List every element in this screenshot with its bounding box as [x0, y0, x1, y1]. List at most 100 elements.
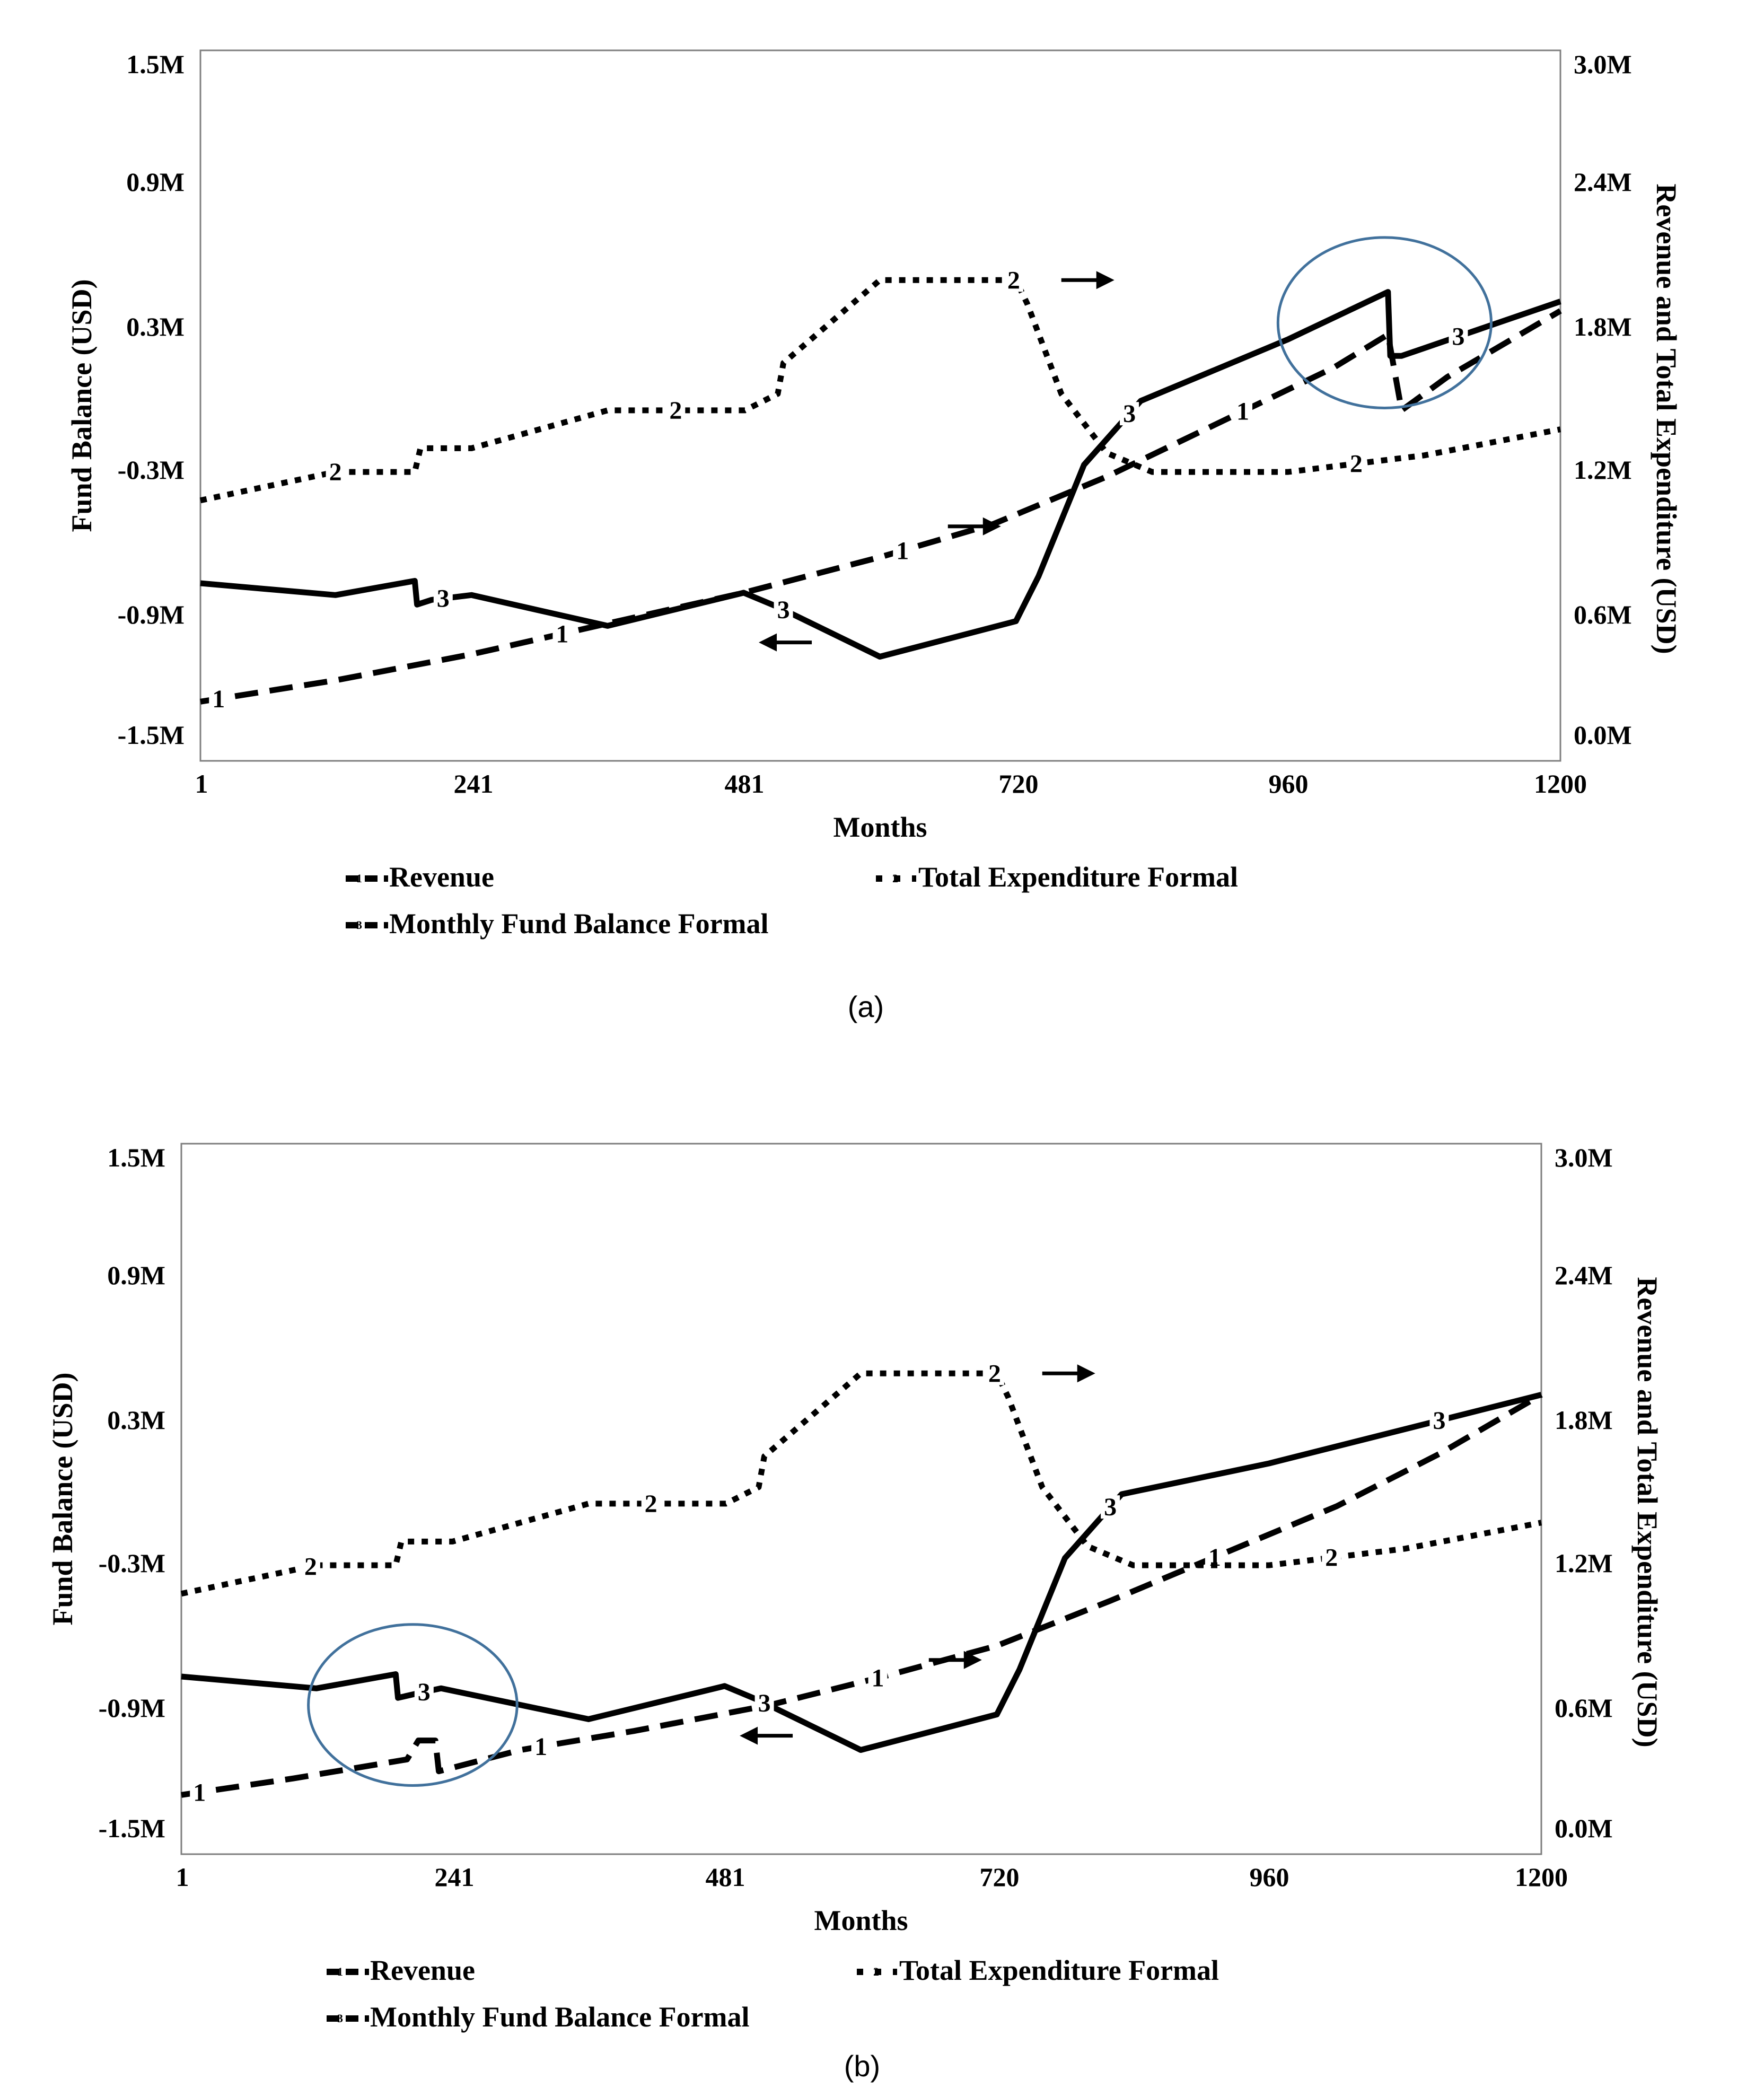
series-line-monthly-fund-balance-formal [181, 1392, 1542, 1753]
series-marker-bg [414, 1680, 434, 1704]
direction-arrow-head [1096, 271, 1114, 289]
y-right-tick-label: 0.0M [1574, 720, 1632, 750]
y-right-tick-label: 2.4M [1555, 1260, 1613, 1290]
y-left-tick-label: -0.9M [99, 1693, 165, 1723]
x-tick-label: 960 [1269, 769, 1309, 799]
x-tick-label: 241 [454, 769, 494, 799]
highlight-circle [1276, 236, 1493, 409]
y-right-tick-label: 1.8M [1555, 1405, 1613, 1435]
x-tick-label: 1200 [1515, 1862, 1568, 1892]
x-tick-label: 481 [725, 769, 765, 799]
y-right-tick-label: 3.0M [1555, 1143, 1613, 1172]
series-marker-label: 2 [1007, 266, 1020, 294]
series-marker-label: 1 [556, 620, 568, 648]
y-left-tick-label: 1.5M [126, 49, 185, 79]
highlight-circle [307, 1623, 519, 1787]
series-line-total-expenditure-formal [199, 277, 1561, 504]
series-marker-bg [301, 1555, 320, 1578]
y-left-axis-title: Fund Balance (USD) [66, 279, 98, 532]
series-marker-label: 2 [304, 1552, 317, 1581]
legend-label-expenditure: Total Expenditure Formal [899, 1954, 1219, 1986]
y-left-tick-label: -0.3M [99, 1548, 165, 1578]
series-marker-bg [1346, 452, 1366, 476]
series-marker-label: 1 [896, 537, 909, 565]
plot-frame [199, 49, 1561, 762]
series-marker-bg [531, 1735, 551, 1759]
series-marker-bg [641, 1491, 661, 1515]
y-right-tick-label: 0.6M [1555, 1693, 1613, 1723]
y-right-tick-label: 0.6M [1574, 600, 1632, 629]
series-marker-bg [552, 622, 572, 646]
y-left-tick-label: -1.5M [99, 1813, 165, 1843]
series-marker-bg [893, 539, 912, 563]
x-axis-title: Months [814, 1905, 908, 1936]
series-marker-label: 2 [988, 1359, 1001, 1388]
y-left-tick-label: 0.9M [126, 167, 185, 197]
series-marker-bg [1449, 324, 1468, 348]
x-tick-label: 481 [706, 1862, 745, 1892]
series-marker-label: 1 [534, 1733, 547, 1761]
legend-swatch-key: 1 [356, 872, 362, 885]
series-marker-label: 3 [1452, 323, 1464, 351]
y-left-tick-label: -1.5M [118, 720, 185, 750]
series-marker-bg [754, 1691, 774, 1715]
direction-arrow-head [982, 517, 1001, 536]
legend-swatch-key: 1 [337, 1965, 343, 1978]
series-line-monthly-fund-balance-formal [200, 289, 1561, 660]
legend-label-revenue: Revenue [370, 1954, 475, 1986]
series-marker-label: 3 [1433, 1407, 1445, 1435]
series-line-revenue [200, 308, 1562, 705]
series-marker-bg [1429, 1409, 1449, 1433]
series-marker-bg [209, 687, 229, 710]
legend-swatch-key: 2 [892, 872, 898, 885]
y-right-tick-label: 2.4M [1574, 167, 1632, 197]
y-right-axis-title: Revenue and Total Expenditure (USD) [1631, 1277, 1663, 1747]
series-marker-bg [985, 1362, 1004, 1385]
series-marker-bg [1322, 1546, 1341, 1569]
direction-arrow-head [759, 633, 777, 652]
series-line-revenue [181, 1392, 1543, 1798]
series-marker-label: 1 [1236, 398, 1249, 426]
x-tick-label: 1200 [1534, 769, 1587, 799]
y-right-tick-label: 3.0M [1574, 49, 1632, 79]
series-marker-bg [433, 586, 453, 610]
panel-caption: (a) [848, 990, 884, 1023]
x-tick-label: 1 [176, 1862, 189, 1892]
series-marker-label: 3 [758, 1689, 771, 1717]
series-marker-label: 3 [437, 585, 450, 613]
series-marker-label: 2 [645, 1490, 657, 1518]
direction-arrow-head [963, 1651, 982, 1669]
series-marker-bg [326, 460, 345, 484]
x-tick-label: 1 [195, 769, 208, 799]
series-marker-bg [666, 398, 686, 422]
series-marker-label: 2 [1325, 1544, 1338, 1572]
x-tick-label: 241 [435, 1862, 475, 1892]
x-axis-title: Months [833, 811, 927, 843]
series-marker-label: 1 [212, 685, 225, 713]
series-marker-bg [190, 1780, 209, 1804]
y-left-tick-label: 1.5M [107, 1143, 165, 1172]
y-right-tick-label: 1.2M [1574, 455, 1632, 485]
series-marker-bg [1233, 399, 1253, 423]
x-tick-label: 960 [1250, 1862, 1289, 1892]
y-left-axis-title: Fund Balance (USD) [47, 1372, 78, 1625]
x-tick-label: 720 [980, 1862, 1020, 1892]
y-left-tick-label: 0.3M [126, 312, 185, 341]
legend-swatch-key: 3 [356, 918, 362, 932]
direction-arrow-head [1077, 1364, 1095, 1383]
series-marker-bg [868, 1666, 888, 1690]
y-right-tick-label: 1.2M [1555, 1548, 1613, 1578]
legend-label-fund-balance: Monthly Fund Balance Formal [370, 2001, 750, 2033]
panel-caption: (b) [844, 2049, 880, 2083]
y-right-tick-label: 0.0M [1555, 1813, 1613, 1843]
series-marker-bg [1004, 268, 1023, 292]
y-right-axis-title: Revenue and Total Expenditure (USD) [1651, 183, 1682, 654]
series-marker-label: 2 [669, 397, 682, 425]
y-right-tick-label: 1.8M [1574, 312, 1632, 341]
legend: 1 Revenue 2 Total Expenditure Formal 3 M… [327, 1954, 1219, 2033]
legend-label-expenditure: Total Expenditure Formal [918, 861, 1238, 893]
series-marker-label: 1 [193, 1778, 206, 1806]
